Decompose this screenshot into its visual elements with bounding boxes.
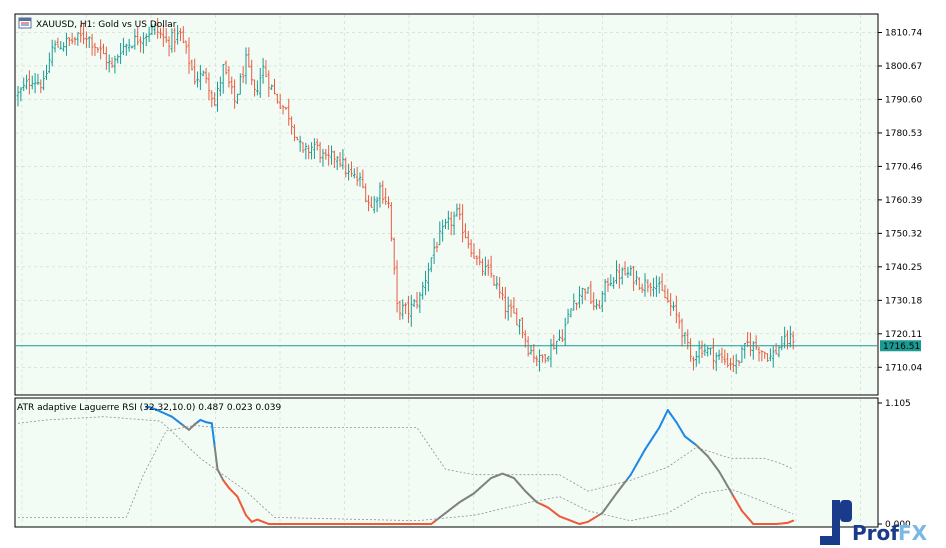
indicator-tick-label: 1.105	[885, 399, 911, 409]
rsi-segment	[210, 422, 216, 448]
main-price-axis: 1810.74 1800.67 1790.60 1780.53 1770.46 1760.…	[878, 28, 922, 373]
rsi-segment	[219, 473, 225, 482]
rsi-segment	[213, 445, 219, 471]
price-tick-label: 1770.46	[885, 162, 922, 172]
current-price-tag	[880, 340, 921, 352]
upper-band-line	[18, 424, 794, 518]
rsi-segment	[661, 414, 666, 423]
price-tick-label: 1720.11	[885, 330, 922, 340]
price-tick-label: 1750.32	[885, 229, 922, 239]
rsi-segment	[216, 468, 222, 476]
rsi-segment	[789, 519, 795, 523]
price-tick-label: 1760.39	[885, 196, 922, 206]
rsi-segment	[242, 508, 247, 517]
indicator-tick-label: 0.000	[885, 520, 911, 530]
lower-band-line	[17, 416, 794, 522]
rsi-segment	[236, 495, 242, 504]
logo-suffix: FX	[898, 521, 928, 545]
indicator-value-axis: 1.105 0.000	[878, 399, 911, 530]
proffx-logo: Prof FX	[820, 500, 928, 545]
candlestick-series	[16, 17, 795, 375]
price-tick-label: 1800.67	[885, 62, 922, 72]
price-tick-label: 1740.25	[885, 263, 922, 273]
price-tick-label: 1780.53	[885, 129, 922, 139]
current-price-label: 1716.51	[883, 342, 920, 352]
rsi-segment	[239, 501, 245, 511]
indicator-panel	[14, 397, 879, 528]
price-tick-label: 1810.74	[885, 28, 922, 38]
price-tick-label: 1790.60	[885, 95, 922, 105]
rsi-segment	[658, 420, 664, 429]
indicator-lines	[17, 405, 795, 525]
indicator-title: ATR adaptive Laguerre RSI (32,32,10.0) 0…	[17, 403, 282, 413]
logo-prefix: Prof	[852, 521, 899, 545]
chart-window-icon	[18, 17, 32, 29]
price-tick-label: 1730.18	[885, 296, 922, 306]
price-tick-label: 1710.04	[885, 363, 922, 373]
main-panel	[14, 13, 879, 396]
main-chart-title: XAUUSD, H1: Gold vs US Dollar	[36, 20, 177, 30]
